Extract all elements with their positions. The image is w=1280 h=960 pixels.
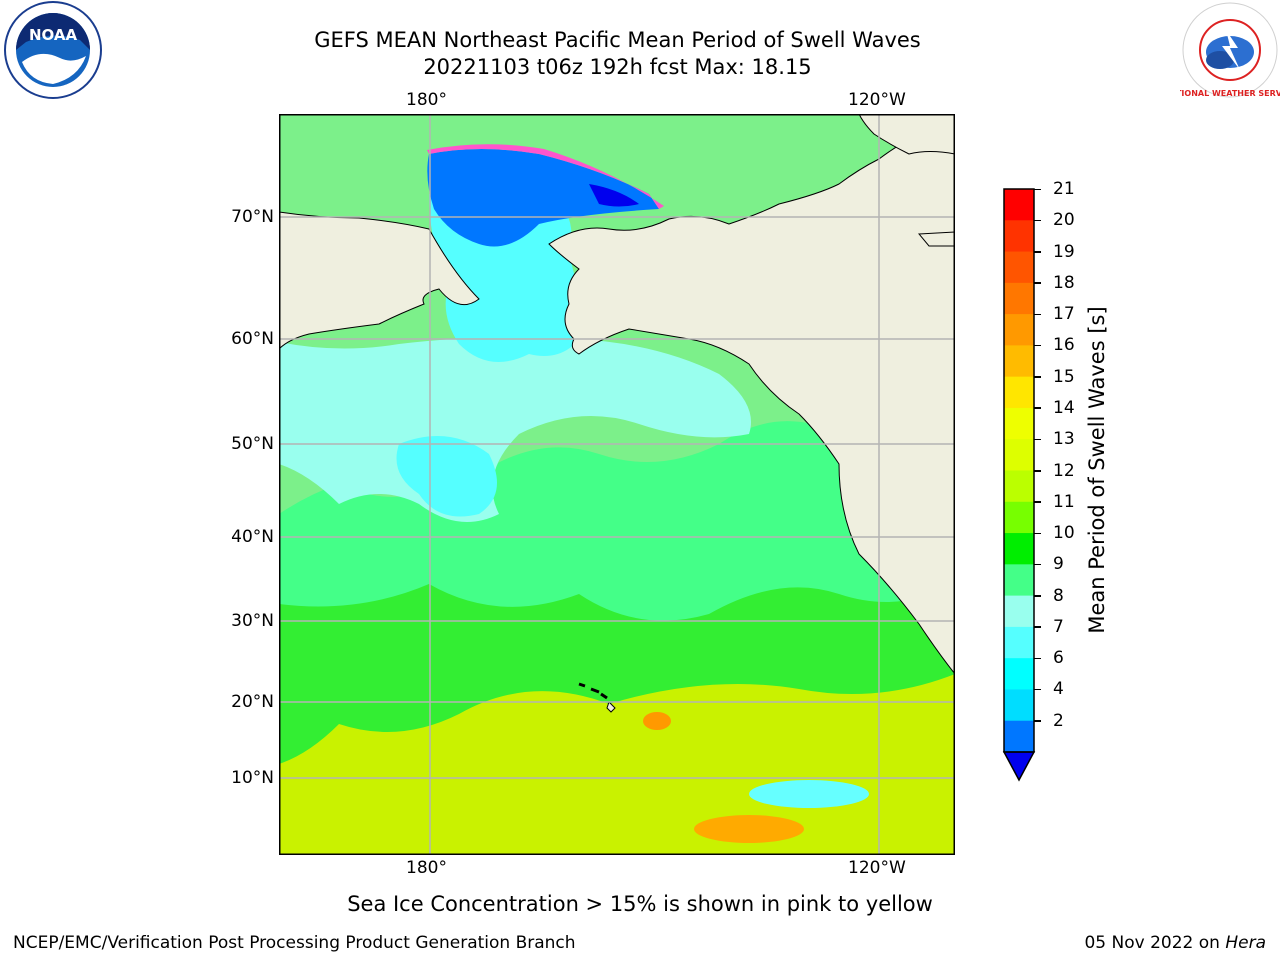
arctic-min-zone xyxy=(589,184,639,207)
lat-label-40n: 40°N xyxy=(231,527,274,547)
colorbar-tick-label: 12 xyxy=(1053,460,1075,481)
colorbar-tick-mark xyxy=(1034,344,1041,347)
colorbar-cell xyxy=(1004,376,1034,409)
lon-label-bottom-180: 180° xyxy=(406,858,447,878)
colorbar-tick-label: 13 xyxy=(1053,429,1075,450)
nws-logo-text: NATIONAL WEATHER SERVICE xyxy=(1180,89,1280,98)
map-subtitle: 20221103 t06z 192h fcst Max: 18.15 xyxy=(423,55,812,79)
colorbar-tick-label: 18 xyxy=(1053,272,1075,293)
arctic-islands xyxy=(858,114,955,155)
baffin-area xyxy=(917,231,955,247)
colorbar-tick-mark xyxy=(1034,501,1041,503)
colorbar-tick-mark xyxy=(1034,657,1041,660)
colorbar-tick-mark xyxy=(1034,407,1041,409)
colorbar-tick-label: 16 xyxy=(1053,335,1075,356)
colorbar-cell xyxy=(1004,314,1034,346)
colorbar-tick-mark xyxy=(1034,626,1041,628)
lat-label-30n: 30°N xyxy=(231,611,274,631)
colorbar-tick-label: 8 xyxy=(1053,585,1064,606)
colorbar-cell xyxy=(1004,689,1034,722)
big-island xyxy=(606,701,616,713)
colorbar-cell xyxy=(1004,533,1034,565)
colorbar-tick-mark xyxy=(1034,376,1041,378)
colorbar-tick-mark xyxy=(1034,251,1041,253)
arctic-low-period-zone xyxy=(427,149,659,247)
colorbar-tick-mark xyxy=(1034,595,1041,597)
colorbar-tick-label: 7 xyxy=(1053,616,1064,637)
colorbar-tick-mark xyxy=(1034,688,1041,691)
colorbar-cell xyxy=(1004,220,1034,253)
colorbar-tick-label: 17 xyxy=(1053,304,1075,325)
colorbar-tick-mark xyxy=(1034,313,1041,316)
lat-label-20n: 20°N xyxy=(231,692,274,712)
colorbar-extend-arrow xyxy=(1002,751,1036,782)
colorbar-cell xyxy=(1004,189,1034,221)
lat-label-60n: 60°N xyxy=(231,329,274,349)
period-6-7-zone xyxy=(396,436,497,517)
nws-logo: NATIONAL WEATHER SERVICE xyxy=(1180,2,1280,98)
colorbar-tick-mark xyxy=(1034,219,1041,222)
noaa-logo: NOAA xyxy=(4,1,102,99)
map-frame xyxy=(279,114,955,855)
footer-machine: Hera xyxy=(1225,933,1266,953)
colorbar xyxy=(1002,188,1036,782)
lon-label-top-120w: 120°W xyxy=(848,90,906,110)
period-7-8-zone xyxy=(279,337,751,522)
colorbar-tick-label: 20 xyxy=(1053,210,1075,231)
colorbar-tick-label: 21 xyxy=(1053,179,1075,199)
lon-label-top-180: 180° xyxy=(406,90,447,110)
colorbar-cell xyxy=(1004,658,1034,690)
colorbar-cell xyxy=(1004,595,1034,628)
sea-ice-note: Sea Ice Concentration > 15% is shown in … xyxy=(347,892,933,916)
footer-credit: NCEP/EMC/Verification Post Processing Pr… xyxy=(13,933,576,953)
colorbar-tick-label: 6 xyxy=(1053,648,1064,669)
colorbar-label: Mean Period of Swell Waves [s] xyxy=(1085,306,1109,634)
colorbar-cell xyxy=(1004,470,1034,503)
colorbar-tick-label: 15 xyxy=(1053,366,1075,387)
north-america-landmass xyxy=(548,114,955,675)
colorbar-tick-mark xyxy=(1034,720,1041,722)
footer-date-text: 05 Nov 2022 on xyxy=(1084,933,1220,953)
colorbar-cell xyxy=(1004,564,1034,597)
hawaii-islands xyxy=(578,682,608,700)
colorbar-tick-mark xyxy=(1034,563,1041,566)
lon-label-bottom-120w: 120°W xyxy=(848,858,906,878)
colorbar-cell xyxy=(1004,626,1034,659)
colorbar-tick-label: 11 xyxy=(1053,491,1075,512)
lat-label-70n: 70°N xyxy=(231,207,274,227)
colorbar-tick-label: 19 xyxy=(1053,241,1075,262)
colorbar-tick-mark xyxy=(1034,188,1041,190)
colorbar-tick-label: 4 xyxy=(1053,679,1064,700)
graticule xyxy=(279,114,955,855)
colorbar-cell xyxy=(1004,282,1034,315)
colorbar-tick-label: 10 xyxy=(1053,523,1075,544)
colorbar-cell xyxy=(1004,345,1034,378)
map-title: GEFS MEAN Northeast Pacific Mean Period … xyxy=(314,28,921,52)
colorbar-tick-label: 9 xyxy=(1053,554,1064,575)
swell-period-map xyxy=(279,114,955,855)
colorbar-cell xyxy=(1004,720,1034,753)
colorbar-cell xyxy=(1004,251,1034,284)
lat-label-10n: 10°N xyxy=(231,768,274,788)
noaa-logo-text: NOAA xyxy=(29,26,78,44)
colorbar-cell xyxy=(1004,439,1034,471)
colorbar-tick-mark xyxy=(1034,438,1041,441)
colorbar-tick-label: 14 xyxy=(1053,397,1075,418)
footer-date: 05 Nov 2022 on Hera xyxy=(1084,933,1266,953)
southeast-low-period-zone xyxy=(749,780,869,808)
colorbar-cell xyxy=(1004,501,1034,534)
lat-label-50n: 50°N xyxy=(231,434,274,454)
period-17-18-zone xyxy=(643,712,671,730)
period-16-17-zone xyxy=(694,815,804,843)
colorbar-tick-mark xyxy=(1034,470,1041,472)
colorbar-tick-mark xyxy=(1034,282,1041,284)
asia-landmass xyxy=(279,211,480,350)
colorbar-tick-label: 2 xyxy=(1053,710,1064,731)
colorbar-cell xyxy=(1004,407,1034,440)
colorbar-tick-mark xyxy=(1034,532,1041,535)
